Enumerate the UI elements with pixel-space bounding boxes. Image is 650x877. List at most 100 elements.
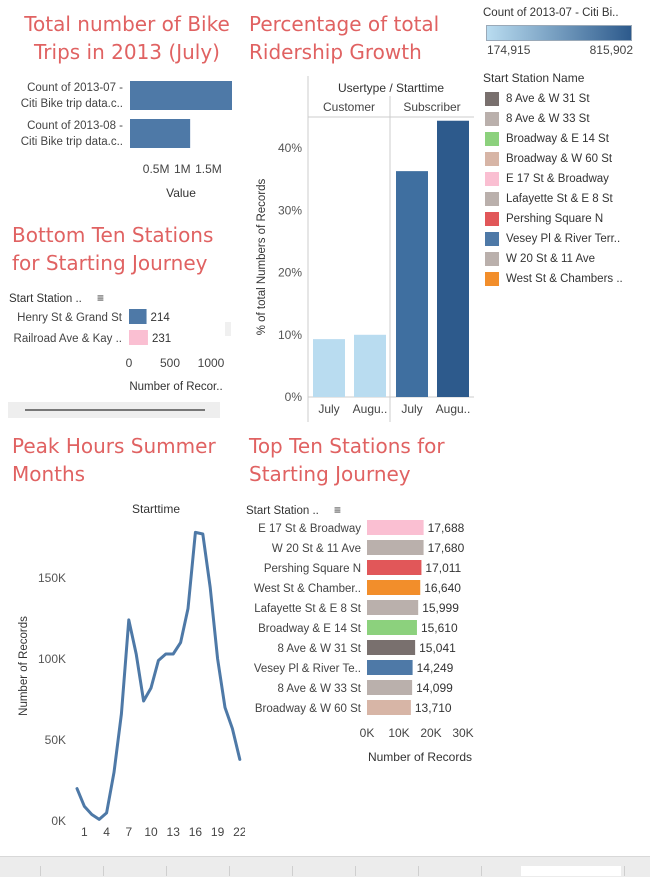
x-tick-label: 1.5M (195, 162, 222, 176)
legend-item[interactable]: Vesey Pl & River Terr.. (485, 230, 620, 248)
legend-label: 8 Ave & W 31 St (506, 93, 590, 105)
legend-swatch (485, 92, 499, 106)
data-label: 17,688 (428, 521, 465, 535)
legend-item[interactable]: Broadway & E 14 St (485, 130, 609, 148)
x-tick-label: 30K (452, 726, 473, 740)
x-axis-title: Number of Records (368, 750, 472, 764)
bar (396, 171, 428, 397)
color-legend-max: 815,902 (589, 43, 633, 57)
peak-title: Peak Hours Summer Months (12, 432, 242, 488)
x-tick-label: 1 (81, 825, 88, 839)
x-tick-label: July (318, 402, 339, 416)
sheet-tab-active[interactable] (521, 866, 621, 876)
bar (367, 640, 416, 655)
growth-chart: Usertype / Starttime Customer Subscriber 0%… (256, 76, 474, 422)
y-tick-label: 150K (38, 571, 66, 585)
bar (130, 119, 191, 148)
category-label: Railroad Ave & Kay .. (14, 333, 122, 345)
color-legend-min: 174,915 (487, 43, 531, 57)
sort-icon: ≡ (97, 291, 104, 305)
bar (367, 700, 411, 715)
bar (129, 309, 147, 324)
y-tick-label: 0% (285, 390, 303, 404)
bottom-title-line-2: for Starting Journey (12, 251, 208, 275)
legend-item[interactable]: E 17 St & Broadway (485, 170, 609, 188)
data-label: 14,099 (416, 681, 453, 695)
category-label: Lafayette St & E 8 St (254, 603, 362, 615)
x-tick-label: 10K (388, 726, 409, 740)
legend-item[interactable]: 8 Ave & W 31 St (485, 90, 590, 108)
bottom-scrollbar[interactable] (8, 402, 220, 418)
sheet-tab[interactable] (624, 866, 625, 876)
legend-swatch (485, 252, 499, 266)
top-title-line-2: Starting Journey (249, 462, 411, 486)
row-header: Start Station .. (246, 505, 319, 517)
data-label: 13,710 (415, 701, 452, 715)
bar (367, 520, 424, 535)
x-tick-label: Augu.. (436, 402, 471, 416)
sheet-tab-bar (0, 856, 650, 877)
sheet-tab[interactable] (292, 866, 293, 876)
column-header: Usertype / Starttime (338, 81, 444, 95)
growth-title: Percentage of total Ridership Growth (249, 10, 479, 66)
y-tick-label: 0K (51, 814, 66, 828)
legend-item[interactable]: West St & Chambers .. (485, 270, 623, 288)
legend-item[interactable]: W 20 St & 11 Ave (485, 250, 595, 268)
data-label: 17,011 (425, 561, 461, 575)
legend-label: Lafayette St & E 8 St (506, 193, 613, 205)
category-label: Vesey Pl & River Te.. (254, 663, 361, 675)
bar (367, 680, 413, 695)
sheet-tab[interactable] (103, 866, 104, 876)
legend-item[interactable]: Broadway & W 60 St (485, 150, 612, 168)
bottom-scrollbar-thumb[interactable] (25, 409, 205, 411)
legend-label: 8 Ave & W 33 St (506, 113, 590, 125)
legend-item[interactable]: 8 Ave & W 33 St (485, 110, 590, 128)
legend-swatch (485, 272, 499, 286)
bar (367, 580, 421, 595)
legend-item[interactable]: Pershing Square N (485, 210, 603, 228)
x-tick-label: 13 (167, 825, 181, 839)
top-title: Top Ten Stations for Starting Journey (249, 432, 479, 488)
category-label: Citi Bike trip data.c.. (21, 98, 123, 110)
color-legend-ramp (486, 25, 632, 41)
category-label: Broadway & E 14 St (258, 623, 362, 635)
category-label: Broadway & W 60 St (255, 703, 362, 715)
data-label: 16,640 (424, 581, 461, 595)
bar (354, 334, 386, 397)
y-tick-label: 10% (278, 328, 302, 342)
peak-chart: Starttime 0K 50K 100K 150K 1 4 7 10 13 16 19 22 Numbe… (18, 502, 245, 839)
row-header: Start Station .. (9, 293, 82, 305)
category-label: W 20 St & 11 Ave (272, 543, 361, 555)
sheet-tab[interactable] (40, 866, 41, 876)
legend-label: Broadway & E 14 St (506, 133, 609, 145)
sheet-tab[interactable] (166, 866, 167, 876)
y-tick-label: 50K (45, 733, 66, 747)
bar (437, 120, 469, 397)
legend-swatch (485, 112, 499, 126)
sheet-tab[interactable] (229, 866, 230, 876)
legend-swatch (485, 232, 499, 246)
x-tick-label: 1M (174, 162, 191, 176)
legend-label: Pershing Square N (506, 213, 604, 225)
sheet-tab[interactable] (418, 866, 419, 876)
bar (367, 620, 417, 635)
y-axis-title: % of total Numbers of Records (256, 178, 268, 335)
bar (367, 660, 413, 675)
legend-label: Broadway & W 60 St (506, 153, 613, 165)
sheet-tab[interactable] (481, 866, 482, 876)
color-legend: Count of 2013-07 - Citi Bi.. 174,915 815… (483, 7, 633, 59)
y-tick-label: 30% (278, 203, 302, 217)
bar (367, 540, 424, 555)
legend-swatch (485, 212, 499, 226)
y-tick-label: 20% (278, 266, 302, 280)
x-axis-title: Number of Recor.. (129, 381, 222, 393)
group-label: Customer (323, 100, 375, 114)
bottom-chart: Start Station .. ≡ Henry St & Grand St 214 R… (9, 291, 231, 393)
station-legend-title: Start Station Name (483, 71, 585, 85)
legend-label: Vesey Pl & River Terr.. (506, 233, 621, 245)
data-label: 231 (152, 333, 171, 345)
sheet-tab[interactable] (355, 866, 356, 876)
bar (130, 81, 232, 110)
legend-item[interactable]: Lafayette St & E 8 St (485, 190, 613, 208)
category-label: Count of 2013-07 - (27, 82, 123, 94)
